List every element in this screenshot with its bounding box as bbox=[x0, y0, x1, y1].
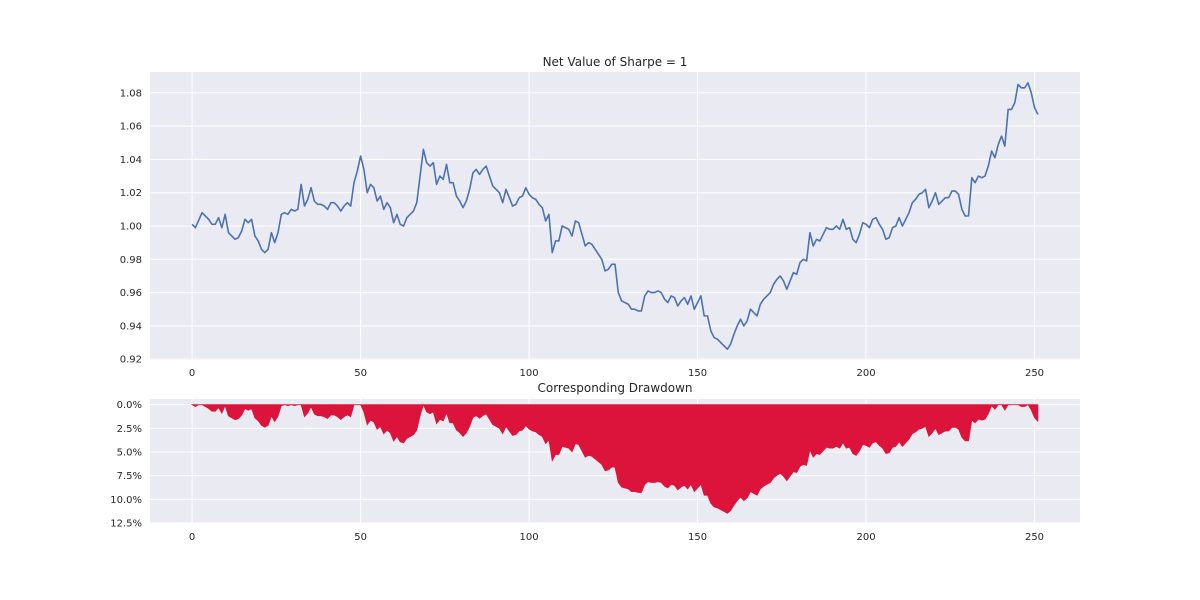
net-value-series bbox=[191, 82, 1039, 350]
net-value-y-tick-label: 1.00 bbox=[120, 221, 142, 232]
drawdown-x-tick-labels: 0 50 100 150 200 250 bbox=[189, 532, 1044, 543]
net-value-grid bbox=[150, 72, 1080, 360]
net-value-x-tick-label: 100 bbox=[520, 368, 539, 379]
drawdown-x-tick-label: 150 bbox=[688, 532, 707, 543]
net-value-y-tick-label: 1.02 bbox=[120, 188, 142, 199]
drawdown-chart-title: Corresponding Drawdown bbox=[537, 381, 692, 395]
net-value-x-tick-label: 150 bbox=[688, 368, 707, 379]
drawdown-y-tick-label: 7.5% bbox=[117, 471, 142, 482]
net-value-line bbox=[191, 82, 1039, 350]
net-value-chart-title: Net Value of Sharpe = 1 bbox=[543, 55, 688, 69]
drawdown-y-tick-label: 2.5% bbox=[117, 424, 142, 435]
drawdown-chart: 0 50 100 150 200 250 0.0% 2.5% 5.0% 7.5% 10.0% 12.… bbox=[110, 381, 1080, 543]
drawdown-area bbox=[190, 403, 1039, 514]
net-value-y-tick-label: 0.96 bbox=[120, 288, 142, 299]
drawdown-y-tick-label: 12.5% bbox=[110, 519, 142, 530]
net-value-y-tick-label: 1.04 bbox=[120, 155, 142, 166]
net-value-y-tick-label: 0.92 bbox=[120, 355, 142, 366]
net-value-x-tick-label: 0 bbox=[189, 368, 195, 379]
net-value-x-tick-label: 200 bbox=[856, 368, 875, 379]
net-value-y-tick-label: 1.08 bbox=[120, 88, 142, 99]
drawdown-y-tick-label: 0.0% bbox=[117, 400, 142, 411]
drawdown-x-tick-label: 0 bbox=[189, 532, 195, 543]
drawdown-series bbox=[190, 403, 1039, 514]
drawdown-y-tick-label: 5.0% bbox=[117, 448, 142, 459]
net-value-chart: 0 50 100 150 200 250 0.92 0.94 0.96 0.98 1.00 1.02… bbox=[120, 55, 1080, 379]
drawdown-x-tick-label: 100 bbox=[520, 532, 539, 543]
net-value-x-tick-labels: 0 50 100 150 200 250 bbox=[189, 368, 1044, 379]
net-value-y-tick-label: 1.06 bbox=[120, 122, 142, 133]
net-value-y-tick-label: 0.98 bbox=[120, 255, 142, 266]
net-value-y-tick-labels: 0.92 0.94 0.96 0.98 1.00 1.02 1.04 1.06 1.08 bbox=[120, 88, 142, 365]
net-value-x-tick-label: 250 bbox=[1025, 368, 1044, 379]
net-value-plot-area bbox=[150, 72, 1080, 360]
drawdown-y-tick-label: 10.0% bbox=[110, 495, 142, 506]
drawdown-x-tick-label: 200 bbox=[856, 532, 875, 543]
drawdown-y-tick-labels: 0.0% 2.5% 5.0% 7.5% 10.0% 12.5% bbox=[110, 400, 142, 529]
net-value-x-tick-label: 50 bbox=[354, 368, 367, 379]
drawdown-x-tick-label: 250 bbox=[1025, 532, 1044, 543]
drawdown-x-tick-label: 50 bbox=[354, 532, 367, 543]
net-value-y-tick-label: 0.94 bbox=[120, 321, 142, 332]
